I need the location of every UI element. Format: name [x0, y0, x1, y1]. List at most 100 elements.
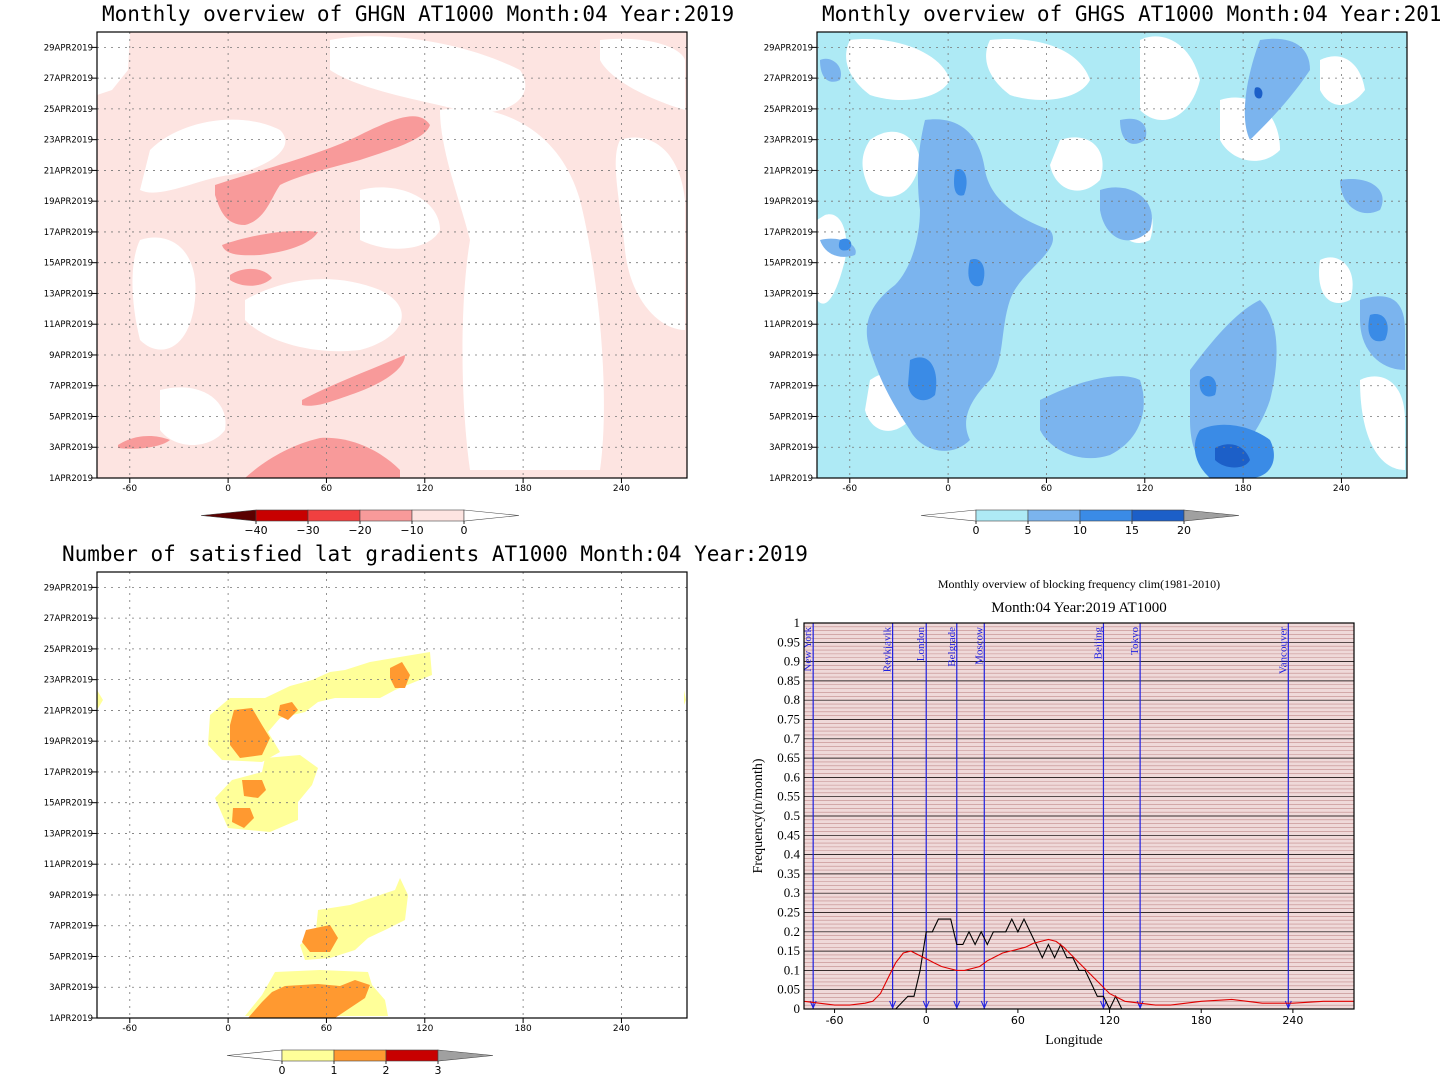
ghgs-contour-region: [1368, 314, 1388, 342]
freq-panel: Monthly overview of blocking frequency c…: [720, 540, 1440, 1091]
ghgs-plot-frame: [816, 31, 1408, 479]
ghgn-colorbar-end-left: [200, 509, 257, 522]
lat-ytick-label: 29APR2019: [44, 583, 93, 593]
ghgn-contour-region: [222, 230, 318, 256]
ghgn-contour-region: [118, 435, 170, 449]
ghgs-zero-region: [1050, 137, 1103, 191]
lat-xtick-label: 120: [416, 1024, 433, 1034]
ghgn-colorbar-label: −10: [400, 524, 423, 537]
ghgs-ytick-label: 19APR2019: [764, 197, 813, 207]
ghgs-xtick-label: 0: [945, 484, 951, 494]
lat-contour-region-1: [684, 690, 686, 705]
ghgs-ytick-label: 13APR2019: [764, 289, 813, 299]
lat-contour-region-2: [248, 980, 370, 1018]
freq-xtick-label: 0: [923, 1014, 930, 1027]
lat-field: [97, 652, 686, 1018]
ghgn-panel: Monthly overview of GHGN AT1000 Month:04…: [0, 0, 734, 545]
ghgs-colorbar-end-right: [1183, 509, 1240, 522]
freq-ytick-label: 0.1: [784, 962, 800, 977]
ghgs-zero-region: [817, 214, 847, 304]
ghgs-zero-region: [1319, 257, 1353, 304]
ghgn-colorbar-segment: [359, 509, 413, 522]
lat-ytick-label: 15APR2019: [44, 799, 93, 809]
ghgs-contour-region: [1254, 87, 1263, 99]
ghgs-colorbar-label: 5: [1025, 524, 1032, 537]
ghgn-colorbar-segment: [307, 509, 361, 522]
ghgs-title: Monthly overview of GHGS AT1000 Month:04…: [822, 2, 1440, 26]
freq-ytick-label: 0.15: [777, 943, 800, 958]
ghgs-map: -60 0 60 120 180 240 1APR2019 3APR2019 5APR2019 7…: [764, 31, 1408, 537]
lat-ytick-label: 27APR2019: [44, 614, 93, 624]
freq-ytick-label: 0.5: [784, 808, 800, 823]
ghgn-xtick-label: 240: [613, 484, 630, 494]
lat-contour-region-2: [302, 925, 338, 952]
lat-ytick-label: 25APR2019: [44, 645, 93, 655]
lat-ytick-label: 13APR2019: [44, 829, 93, 839]
ghgn-xtick-label: 120: [416, 484, 433, 494]
ghgs-colorbar-label: 20: [1177, 524, 1191, 537]
lat-contour-region-1: [215, 755, 318, 832]
ghgs-contour-region: [820, 58, 841, 82]
freq-city-label: Belgrade: [946, 627, 958, 667]
lat-contour-region-2: [278, 702, 298, 720]
ghgn-ytick-label: 13APR2019: [44, 289, 93, 299]
lat-ytick-label: 9APR2019: [49, 891, 93, 901]
ghgs-ytick-label: 17APR2019: [764, 228, 813, 238]
freq-ytick-label: 0.9: [784, 654, 800, 669]
ghgs-zero-region: [862, 131, 920, 197]
freq-ytick-label: 0.6: [784, 769, 801, 784]
ghgs-colorbar-segment: [975, 509, 1029, 522]
ghgn-colorbar-label: 0: [461, 524, 468, 537]
lat-colorbar-label: 1: [331, 1064, 338, 1077]
ghgn-colorbar-label: −20: [348, 524, 371, 537]
ghgs-colorbar-label: 0: [973, 524, 980, 537]
freq-series-line-1: [804, 917, 1354, 1011]
ghgs-contour-region: [1120, 118, 1147, 144]
lat-ytick-label: 21APR2019: [44, 706, 93, 716]
freq-ytick-label: 0.4: [784, 847, 801, 862]
freq-xtick-label: 120: [1099, 1014, 1120, 1027]
ghgs-xtick-label: 60: [1041, 484, 1053, 494]
freq-ytick-label: 0.25: [777, 905, 800, 920]
ghgs-ytick-label: 21APR2019: [764, 166, 813, 176]
ghgn-xtick-label: 60: [321, 484, 333, 494]
ghgn-ytick-label: 3APR2019: [49, 443, 93, 453]
freq-city-arrow: [953, 1000, 961, 1010]
lat-colorbar-segment: [281, 1049, 335, 1062]
lat-colorbar-end-right: [437, 1049, 494, 1062]
ghgs-zero-region: [1320, 56, 1365, 105]
ghgn-ytick-label: 9APR2019: [49, 351, 93, 361]
ghgs-ytick-label: 11APR2019: [764, 320, 813, 330]
ghgs-colorbar-segment: [1027, 509, 1081, 522]
ghgs-ytick-label: 27APR2019: [764, 74, 813, 84]
ghgn-ytick-label: 17APR2019: [44, 228, 93, 238]
freq-xtick-label: 240: [1282, 1014, 1303, 1027]
freq-ytick-label: 0.95: [777, 634, 800, 649]
freq-ytick-label: 0.55: [777, 789, 800, 804]
freq-xtick-label: 60: [1011, 1014, 1025, 1027]
ghgn-zero-region: [600, 38, 685, 110]
freq-ytick-label: 0.3: [784, 885, 800, 900]
lat-ytick-label: 23APR2019: [44, 676, 93, 686]
freq-ylabel: Frequency(n/month): [751, 758, 766, 873]
ghgs-zero-region: [1140, 36, 1200, 120]
freq-subtitle: Month:04 Year:2019 AT1000: [991, 600, 1166, 616]
lat-colorbar-label: 3: [435, 1064, 442, 1077]
lat-colorbar-segment: [333, 1049, 387, 1062]
lat-ytick-label: 5APR2019: [49, 952, 93, 962]
ghgs-ytick-label: 15APR2019: [764, 259, 813, 269]
ghgn-colorbar-label: −30: [296, 524, 319, 537]
freq-series-line-2: [803, 938, 1354, 1006]
lat-colorbar-end-left: [226, 1049, 283, 1062]
ghgn-zero-region: [140, 119, 286, 193]
freq-xtick-label: -60: [826, 1014, 844, 1027]
ghgn-colorbar-segment: [411, 509, 465, 522]
freq-title: Monthly overview of blocking frequency c…: [938, 577, 1220, 591]
freq-ytick-label: 0.35: [777, 866, 800, 881]
ghgn-xtick-label: -60: [122, 484, 137, 494]
ghgs-contour-region: [1215, 444, 1250, 468]
freq-ytick-label: 0.2: [784, 924, 800, 939]
ghgs-ytick-label: 5APR2019: [769, 412, 813, 422]
ghgs-contour-region: [1199, 375, 1217, 397]
ghgs-colorbar-segment: [1131, 509, 1185, 522]
